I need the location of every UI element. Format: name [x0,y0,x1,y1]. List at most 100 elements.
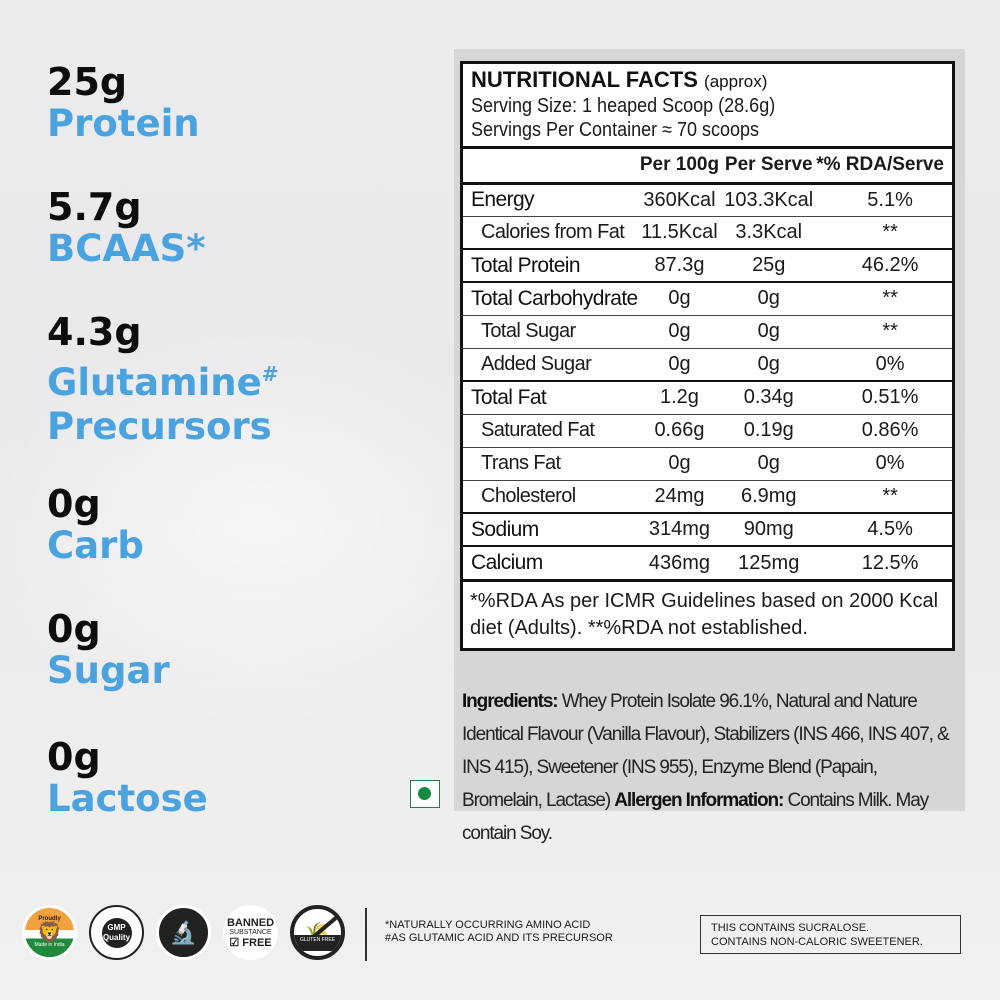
allergen-text: Contains Milk. May contain Soy. [462,790,929,844]
row-name: Cholesterol [463,479,638,513]
row-per-100g: 0g [637,281,722,315]
ingredients-label: Ingredients: [462,691,559,712]
row-per-100g: 0g [637,314,722,348]
table-row: Calories from Fat 11.5Kcal 3.3Kcal ** [463,215,952,249]
facts-title: NUTRITIONAL FACTS (approx) [471,68,944,94]
footnote-line: *NATURALLY OCCURRING AMINO ACID [385,919,591,931]
row-per-100g: 436mg [637,545,722,579]
row-per-100g: 0.66g [637,413,722,447]
highlight-label: BCAAS* [47,227,206,270]
highlight-value: 0g [47,607,101,651]
row-rda: 46.2% [816,248,952,282]
badge-text: GMP Quality [101,917,132,948]
highlight-value: 25g [47,60,128,104]
facts-grid: Per 100g Per Serve *% RDA/Serve Energy 3… [463,149,952,579]
nutrient-highlights: 25g Protein 5.7g BCAAS* 4.3g Glutamine# … [47,62,407,821]
highlight-protein: 25g Protein [47,62,407,187]
table-row: Cholesterol 24mg 6.9mg ** [463,479,952,513]
badge-text: BANNED [226,916,275,929]
nutrition-facts-table: NUTRITIONAL FACTS (approx) Serving Size:… [460,61,955,651]
row-per-100g: 0g [637,446,722,480]
table-row: Total Fat 1.2g 0.34g 0.51% [463,380,952,414]
badge-text: Made in India [34,942,65,948]
gmp-quality-badge-icon: GMP Quality [89,905,144,960]
row-per-serve: 0g [721,446,817,480]
row-per-serve: 125mg [721,545,817,579]
table-row: Trans Fat 0g 0g 0% [463,446,952,480]
ingredients-list: Whey Protein Isolate 96.1%, Natural and … [462,691,950,811]
highlight-lactose: 0g Lactose [47,737,407,821]
column-header-per-100g: Per 100g [637,149,722,185]
allergen-label: Allergen Information: [614,790,784,811]
table-row: Energy 360Kcal 103.3Kcal 5.1% [463,183,952,216]
row-rda: 0.51% [816,380,952,414]
row-name: Energy [471,188,535,211]
highlight-label-text: Glutamine [47,361,262,404]
microscope-icon: 🔬 [169,919,198,945]
table-row: Total Protein 87.3g 25g 46.2% [463,248,952,282]
nutrition-panel: NUTRITIONAL FACTS (approx) Serving Size:… [454,49,965,844]
vegetarian-mark-icon [410,780,440,808]
row-name: Calories from Fat [463,215,638,249]
badge-text: Proudly [38,916,61,922]
row-per-serve: 6.9mg [721,479,817,513]
column-header-name [463,149,638,185]
row-per-100g: 0g [637,347,722,381]
row-name: Saturated Fat [463,413,638,447]
row-rda: ** [816,314,952,348]
highlight-label: Protein [47,102,200,145]
rda-footnote: *%RDA As per ICMR Guidelines based on 20… [463,579,952,648]
table-row: Sodium 314mg 90mg 4.5% [463,512,952,546]
row-name: Total Protein [463,248,638,282]
highlight-label-line2: Precursors [47,405,272,448]
row-per-100g: 87.3g [637,248,722,282]
highlight-bcaas: 5.7g BCAAS* [47,187,407,312]
row-name: Trans Fat [463,446,638,480]
sucralose-notice: THIS CONTAINS SUCRALOSE. CONTAINS NON-CA… [700,915,961,954]
row-rda: 5.1% [867,188,913,211]
table-row: Calcium 436mg 125mg 12.5% [463,545,952,579]
ingredients-text: Ingredients: Whey Protein Isolate 96.1%,… [462,685,959,850]
row-name: Total Sugar [463,314,638,348]
table-row: Added Sugar 0g 0g 0% [463,347,952,381]
gluten-free-badge-icon: 🌾 GLUTEN FREE [290,905,345,960]
highlight-value: 5.7g [47,185,142,229]
row-name: Sodium [463,512,638,546]
row-name: Total Carbohydrate [463,281,638,315]
column-header-rda: *% RDA/Serve [816,149,952,185]
lab-certified-badge-icon: 🔬 [156,905,211,960]
highlight-value: 4.3g [47,310,142,354]
badge-text: GLUTEN FREE [294,935,341,951]
row-per-serve: 3.3Kcal [721,215,817,249]
made-in-india-badge-icon: Proudly 🦁 Made in India [22,905,77,960]
row-name: Total Fat [463,380,638,414]
facts-column-headers: Per 100g Per Serve *% RDA/Serve [463,149,952,185]
servings-per-container: Servings Per Container ≈ 70 scoops [471,119,760,141]
facts-title-text: NUTRITIONAL FACTS [471,67,698,92]
amino-footnotes: *NATURALLY OCCURRING AMINO ACID #AS GLUT… [385,919,613,945]
row-rda: 0% [816,446,952,480]
highlight-label: Lactose [47,777,208,820]
vegetarian-dot [418,787,431,800]
highlight-label: Carb [47,524,144,567]
row-name: Calcium [463,545,638,579]
banned-substance-free-badge-icon: BANNED SUBSTANCE ☑ FREE [223,905,278,960]
row-per-100g: 1.2g [637,380,722,414]
highlight-label: Sugar [47,649,170,692]
row-rda: ** [816,281,952,315]
row-per-100g: 11.5Kcal [637,215,722,249]
row-rda: 0% [816,347,952,381]
certification-badges: Proudly 🦁 Made in India GMP Quality 🔬 BA… [22,905,345,963]
row-rda: ** [816,215,952,249]
row-rda: 4.5% [816,512,952,546]
row-per-serve: 103.3Kcal [724,188,814,211]
row-per-serve: 0.34g [721,380,817,414]
row-per-serve: 0g [721,281,817,315]
row-name: Added Sugar [463,347,638,381]
row-rda: 0.86% [816,413,952,447]
facts-header: NUTRITIONAL FACTS (approx) Serving Size:… [463,64,952,149]
row-per-serve: 90mg [721,512,817,546]
table-row: Total Carbohydrate 0g 0g ** [463,281,952,315]
row-per-serve: 0g [721,314,817,348]
row-per-serve: 0g [721,347,817,381]
